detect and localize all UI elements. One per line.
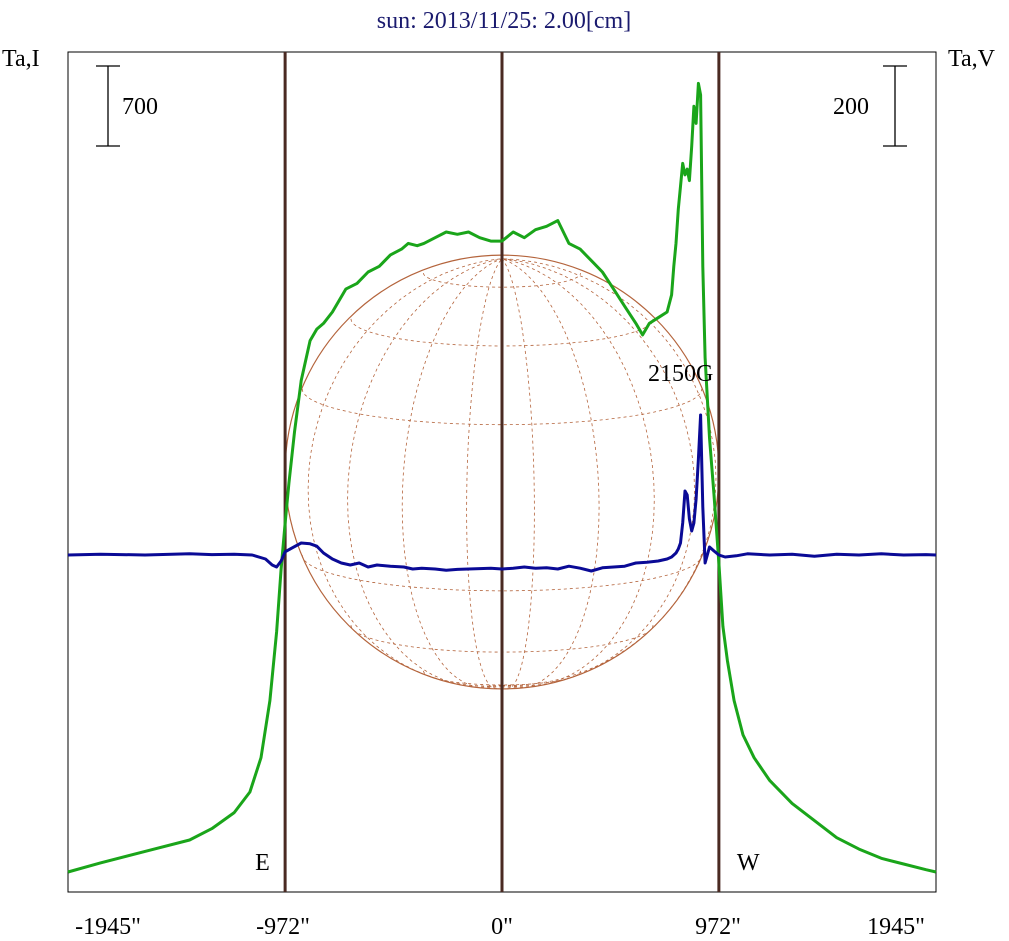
series-lines xyxy=(67,81,937,874)
limb-marker-label: E xyxy=(255,850,270,876)
right-axis-label: Ta,V xyxy=(948,46,996,72)
x-tick-label: 0" xyxy=(491,914,513,940)
annotation-label: 2150G xyxy=(648,361,713,387)
disk-longitude-line xyxy=(501,258,600,689)
disk-longitude-line xyxy=(347,258,503,688)
scale-bars: 700 200 xyxy=(96,65,907,147)
disk-longitude-line xyxy=(501,258,717,686)
disk-longitude-line xyxy=(501,258,535,690)
disk-longitude-line xyxy=(307,258,503,687)
disk-longitude-line xyxy=(501,258,655,688)
series-line-V xyxy=(67,413,937,573)
scale-bar-right-label: 200 xyxy=(833,94,869,120)
disk-longitude-line xyxy=(401,258,503,689)
x-tick-label: 1945" xyxy=(867,914,925,940)
disk-latitude-line xyxy=(423,272,581,288)
scale-bar-left-label: 700 xyxy=(122,94,158,120)
left-axis-label: Ta,I xyxy=(2,46,40,72)
x-tick-label: -1945" xyxy=(75,914,141,940)
x-tick-label: 972" xyxy=(695,914,741,940)
limb-marker-label: W xyxy=(737,850,760,876)
disk-longitude-line xyxy=(501,258,695,687)
x-tick-label: -972" xyxy=(256,914,310,940)
chart-title: sun: 2013/11/25: 2.00[cm] xyxy=(377,8,631,34)
disk-longitude-line xyxy=(466,258,503,690)
series-line-I xyxy=(67,81,937,874)
